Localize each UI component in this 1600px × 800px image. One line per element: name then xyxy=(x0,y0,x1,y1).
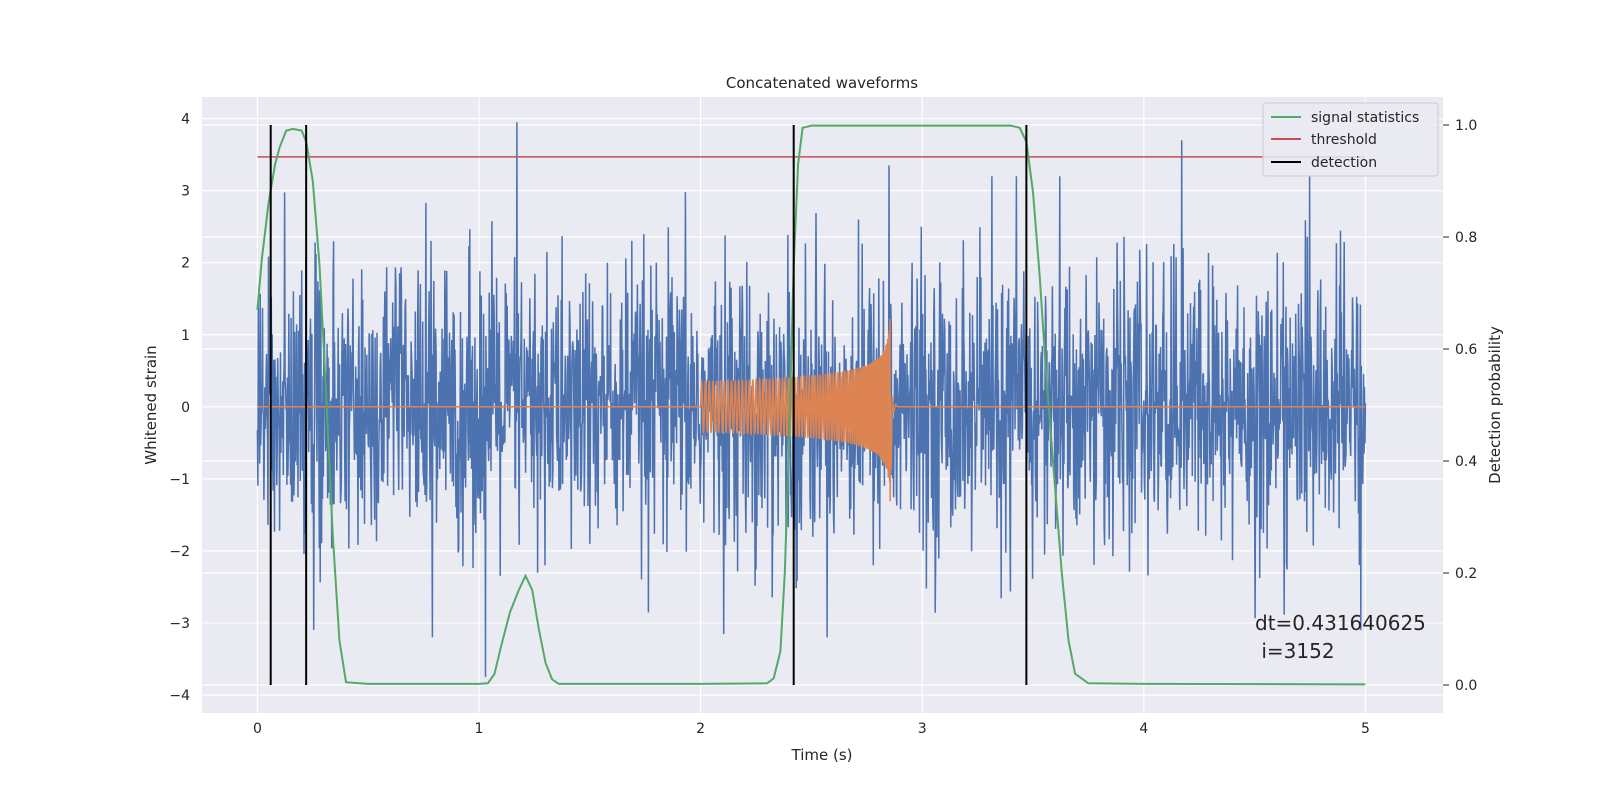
x-tick-label: 5 xyxy=(1361,721,1370,737)
signal-statistics-line xyxy=(256,124,1366,686)
annotation-i: i=3152 xyxy=(1255,639,1335,663)
x-tick-label: 1 xyxy=(475,721,484,737)
y-left-tick-label: 4 xyxy=(181,112,190,128)
x-tick-label: 2 xyxy=(696,721,705,737)
legend-label-threshold: threshold xyxy=(1311,132,1377,148)
x-tick-label: 3 xyxy=(918,721,927,737)
y-right-tick-label: 0.2 xyxy=(1455,566,1477,582)
y-right-tick-label: 0.4 xyxy=(1455,454,1477,470)
x-axis-label: Time (s) xyxy=(791,746,853,764)
legend-label-signal-statistics: signal statistics xyxy=(1311,110,1419,126)
y-left-tick-label: −2 xyxy=(169,544,190,560)
y-right-tick-label: 0.0 xyxy=(1455,678,1477,694)
y-left-tick-label: −1 xyxy=(169,472,190,488)
plot-area xyxy=(256,122,1367,686)
y-left-tick-label: 0 xyxy=(181,400,190,416)
y-right-tick-label: 0.6 xyxy=(1455,342,1477,358)
x-tick-label: 4 xyxy=(1139,721,1148,737)
chirp-series-line xyxy=(257,318,1366,502)
x-tick-label: 0 xyxy=(253,721,262,737)
detection-lines xyxy=(269,125,1028,685)
y-left-tick-label: −4 xyxy=(169,688,190,704)
y-axis-left-label: Whitened strain xyxy=(142,345,160,464)
legend-box xyxy=(1262,102,1439,177)
y-right-tick-label: 1.0 xyxy=(1455,118,1477,134)
axis-ticks: 0 1 2 3 4 5 −4 −3 −2 −1 0 1 2 3 4 0.0 0.2 0.4 0.6 0.8 1.0 xyxy=(169,112,1477,737)
y-left-tick-label: −3 xyxy=(169,616,190,632)
legend: signal statistics threshold detection xyxy=(1262,102,1439,177)
y-right-tick-label: 0.8 xyxy=(1455,230,1477,246)
y-left-tick-label: 3 xyxy=(181,184,190,200)
legend-label-detection: detection xyxy=(1311,155,1377,171)
chart-title: Concatenated waveforms xyxy=(726,74,918,92)
y-left-tick-label: 2 xyxy=(181,256,190,272)
y-left-tick-label: 1 xyxy=(181,328,190,344)
annotation-dt: dt=0.431640625 xyxy=(1255,611,1426,635)
y-axis-right-label: Detection probability xyxy=(1486,326,1504,484)
